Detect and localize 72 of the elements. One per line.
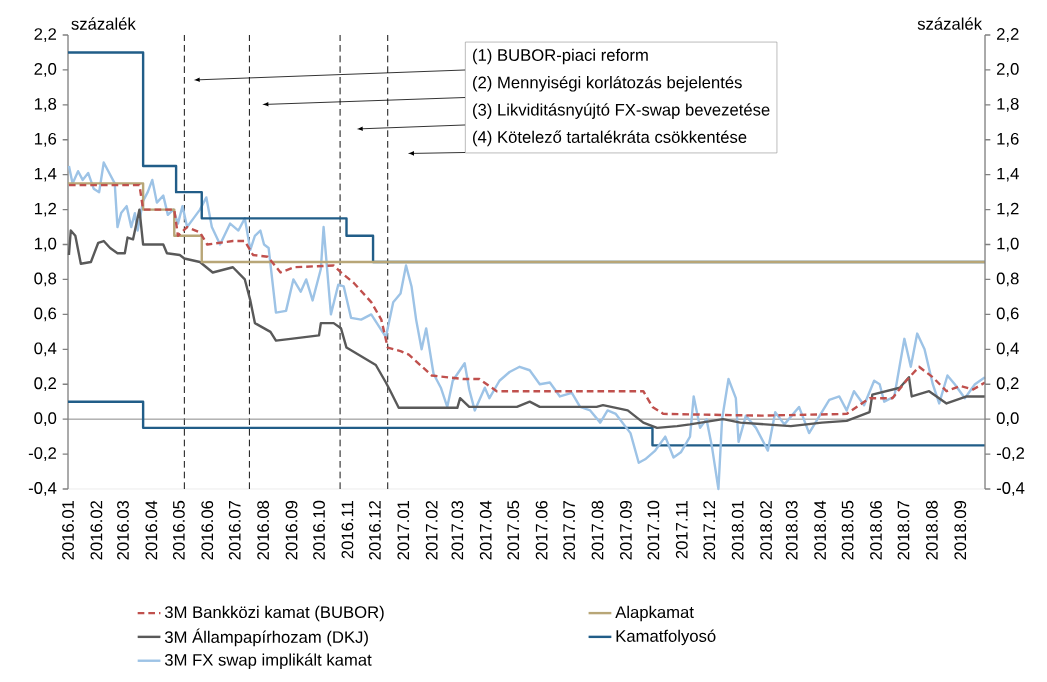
legend-label: 3M Állampapírhozam (DKJ)	[164, 628, 368, 647]
y2-tick-label: 0,4	[34, 342, 57, 357]
y2-tick-label: 0,0	[34, 412, 57, 427]
x-tick-label: 2017.10	[647, 500, 660, 560]
y-tick-label: 1,4	[997, 167, 1019, 182]
x-tick-label: 2017.01	[397, 500, 410, 560]
x-tick-label: 2018.07	[897, 501, 910, 560]
x-tick-label: 2017.02	[425, 501, 438, 560]
y2-tick-label: 1,6	[34, 132, 57, 147]
x-tick-label: 2017.08	[591, 500, 604, 560]
y2-tick-label: 1,8	[34, 97, 57, 112]
x-tick-label: 2018.02	[760, 501, 772, 560]
annotation: (3) Likviditásnyújtó FX-swap bevezetése	[473, 103, 770, 119]
annotation: (1) BUBOR-piaci reform	[473, 48, 648, 65]
x-tick-label: 2016.08	[257, 500, 270, 560]
y-tick-label: -0,4	[996, 482, 1025, 496]
y-tick-label: 1,8	[997, 97, 1019, 112]
x-tick-label: 2016.06	[201, 500, 214, 560]
x-tick-label: 2016.01	[62, 500, 74, 560]
x-tick-label: 2016.09	[285, 500, 298, 560]
y-tick-label: 2,2	[997, 28, 1019, 42]
legend-label: 3M FX swap implikált kamat	[164, 653, 372, 670]
x-tick-label: 2017.11	[675, 500, 688, 559]
x-tick-label: 2016.02	[90, 501, 103, 560]
y-tick-label: 1,0	[997, 237, 1019, 252]
y-tick-label: 1,2	[997, 202, 1019, 217]
y-tick-label: -0,2	[996, 447, 1025, 461]
legend-label: Alapkamat	[615, 605, 694, 622]
y2-tick-label: 2,0	[34, 63, 57, 77]
y2-tick-label: 2,2	[34, 28, 57, 42]
x-tick-label: 2017.05	[507, 500, 520, 560]
x-tick-label: 2016.07	[228, 501, 241, 560]
y2-tick-label: 0,2	[34, 377, 57, 392]
x-tick-label: 2018.03	[785, 500, 798, 560]
text: százalék	[71, 17, 136, 30]
x-tick-label: 2017.03	[451, 500, 464, 560]
x-tick-label: 2018.05	[841, 500, 854, 560]
y-tick-label: 0,4	[996, 342, 1019, 357]
x-tick-label: 2018.09	[954, 500, 967, 560]
x-tick-label: 2018.04	[814, 500, 827, 560]
x-tick-label: 2016.05	[172, 500, 185, 560]
y-tick-label: 0,0	[996, 412, 1019, 427]
y2-tick-label: 0,8	[34, 272, 57, 287]
x-tick-label: 2018.06	[870, 500, 882, 560]
x-tick-label: 2016.10	[313, 500, 325, 560]
y2-tick-label: 1,4	[34, 167, 57, 182]
x-tick-label: 2016.04	[145, 500, 158, 560]
x-tick-label: 2017.07	[563, 501, 576, 560]
y2-tick-label: 0,6	[34, 307, 57, 322]
y2-tick-label: -0,2	[28, 447, 57, 461]
legend-label: 3M Bankközi kamat (BUBOR)	[164, 605, 384, 622]
x-tick-label: 2018.08	[925, 500, 938, 560]
y-tick-label: 0,8	[996, 272, 1019, 287]
y-tick-label: 0,2	[996, 377, 1019, 392]
legend-label: Kamatfolyosó	[616, 629, 716, 646]
x-tick-label: 2018.01	[731, 500, 744, 560]
x-tick-label: 2017.09	[620, 500, 632, 560]
y-tick-label: 0,6	[996, 307, 1019, 322]
y2-tick-label: 1,2	[34, 202, 57, 217]
y-tick-label: 2,0	[997, 63, 1019, 77]
y2-tick-label: 1,0	[34, 237, 57, 252]
y-tick-label: 1,6	[997, 132, 1019, 147]
x-tick-label: 2016.12	[369, 501, 381, 560]
x-tick-label: 2016.03	[117, 500, 129, 560]
annotation: (2) Mennyiségi korlátozás bejelentés	[473, 75, 742, 92]
annotation: (4) Kötelező tartalékráta csökkentése	[473, 130, 747, 147]
x-tick-label: 2017.12	[703, 501, 716, 560]
y2-tick-label: -0,4	[28, 482, 57, 496]
x-tick-label: 2016.11	[341, 500, 354, 559]
text: százalék	[917, 17, 983, 30]
x-tick-label: 2017.04	[479, 500, 492, 560]
x-tick-label: 2017.06	[535, 500, 548, 560]
